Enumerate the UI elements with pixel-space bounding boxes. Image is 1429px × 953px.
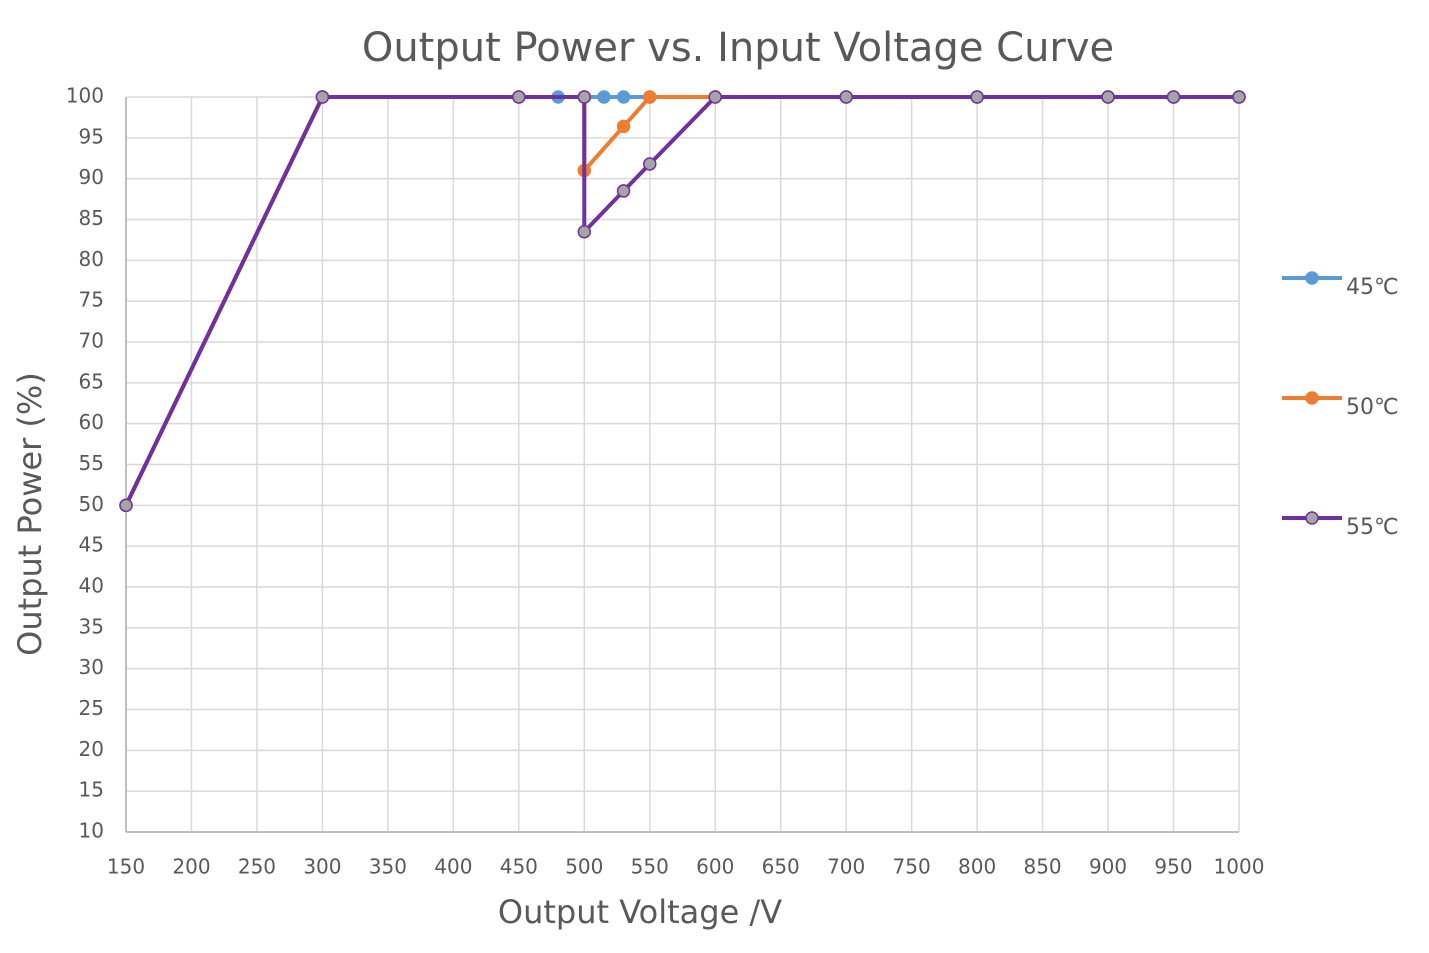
- x-tick-label: 950: [1154, 855, 1192, 879]
- y-tick-label: 85: [79, 206, 104, 230]
- y-tick-label: 25: [79, 696, 104, 720]
- x-tick-label: 150: [107, 855, 145, 879]
- data-point: [1232, 90, 1246, 104]
- data-point: [577, 90, 592, 104]
- x-tick-label: 450: [500, 855, 538, 879]
- y-tick-label: 80: [79, 247, 104, 271]
- x-tick-label: 850: [1023, 855, 1061, 879]
- chart-title: Output Power vs. Input Voltage Curve: [362, 25, 1114, 71]
- x-tick-label: 350: [369, 855, 407, 879]
- x-tick-label: 200: [172, 855, 210, 879]
- data-point: [643, 90, 657, 104]
- x-tick-label: 550: [631, 855, 669, 879]
- y-tick-label: 100: [66, 84, 104, 108]
- y-tick-label: 65: [79, 369, 104, 393]
- y-tick-label: 15: [79, 778, 104, 802]
- y-tick-label: 10: [79, 819, 104, 843]
- data-point: [1166, 90, 1181, 104]
- x-tick-label: 800: [958, 855, 996, 879]
- y-tick-label: 40: [79, 574, 104, 598]
- y-tick-label: 90: [79, 165, 104, 189]
- data-point: [512, 90, 526, 104]
- legend-label: 55℃: [1346, 515, 1399, 540]
- y-tick-label: 45: [79, 533, 104, 557]
- x-tick-label: 500: [565, 855, 603, 879]
- x-tick-label: 700: [827, 855, 865, 879]
- y-tick-label: 50: [79, 492, 104, 516]
- data-point: [597, 90, 611, 104]
- y-tick-label: 75: [79, 288, 104, 312]
- x-tick-label: 750: [893, 855, 931, 879]
- legend-marker: [1305, 271, 1319, 285]
- data-point: [643, 157, 657, 171]
- x-tick-label: 650: [762, 855, 800, 879]
- y-axis-label: Output Power (%): [11, 372, 49, 656]
- data-point: [1101, 90, 1115, 104]
- data-point: [315, 90, 330, 104]
- y-tick-label: 55: [79, 451, 104, 475]
- x-tick-label: 600: [696, 855, 734, 879]
- legend-marker: [1305, 511, 1319, 525]
- data-point: [616, 184, 631, 198]
- y-tick-label: 95: [79, 124, 104, 148]
- y-tick-label: 35: [79, 614, 104, 638]
- x-tick-label: 900: [1089, 855, 1127, 879]
- x-axis-label: Output Voltage /V: [498, 893, 782, 931]
- y-tick-label: 30: [79, 655, 104, 679]
- data-point: [119, 498, 133, 513]
- legend-marker: [1305, 391, 1319, 405]
- x-tick-label: 400: [434, 855, 472, 879]
- y-tick-label: 70: [79, 329, 104, 353]
- legend-label: 45℃: [1346, 275, 1399, 300]
- data-point: [616, 90, 631, 104]
- data-point: [708, 90, 722, 104]
- data-point: [970, 90, 984, 104]
- y-tick-label: 60: [79, 410, 104, 434]
- legend-label: 50℃: [1346, 395, 1399, 420]
- data-point: [577, 225, 592, 239]
- data-point: [839, 90, 853, 104]
- x-tick-label: 250: [238, 855, 276, 879]
- x-tick-label: 300: [303, 855, 341, 879]
- x-tick-label: 1000: [1214, 855, 1265, 879]
- y-tick-label: 20: [79, 737, 104, 761]
- data-point: [616, 119, 631, 134]
